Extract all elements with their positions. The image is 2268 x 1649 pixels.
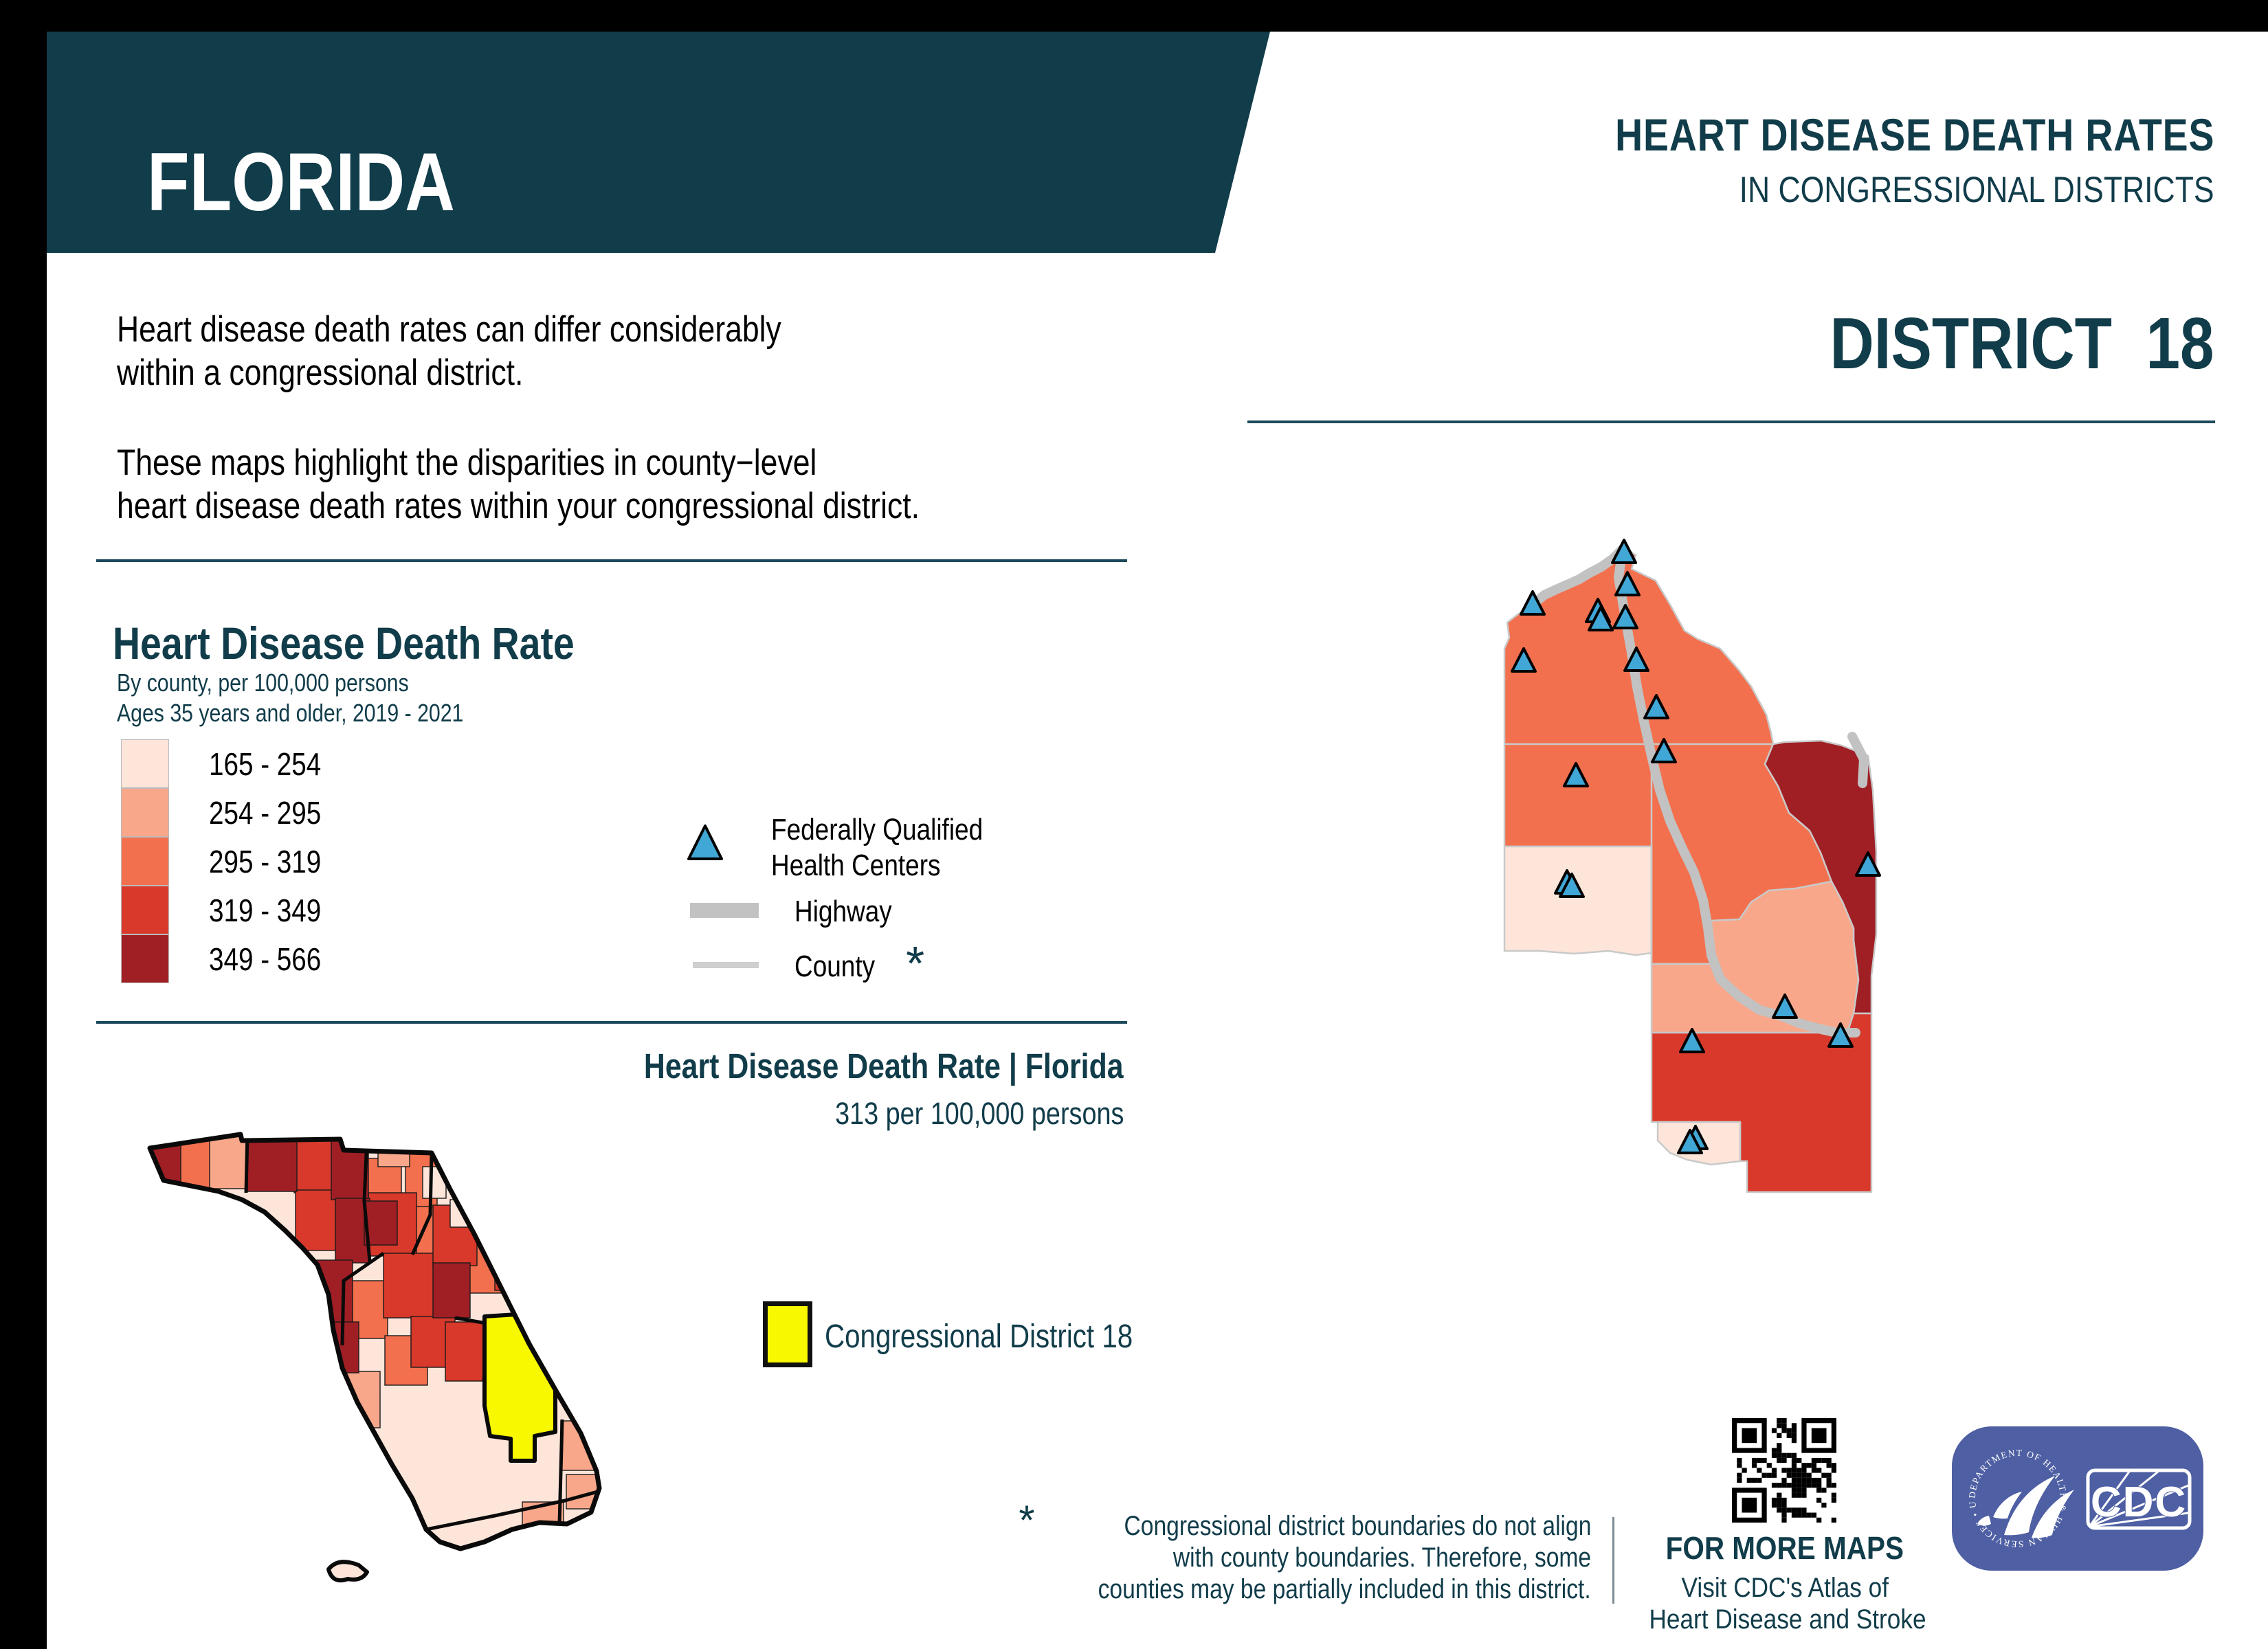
- legend-row: 254 - 295: [121, 788, 342, 837]
- divider-left-top: [96, 559, 1127, 562]
- legend-subtitle-1: By county, per 100,000 persons: [117, 669, 409, 697]
- state-map-heading-text: Heart Disease Death Rate | Florida: [644, 1046, 1124, 1086]
- more-maps-text: FOR MORE MAPS Visit CDC's Atlas of Heart…: [1630, 1529, 1939, 1635]
- legend-row: 349 - 566: [121, 934, 342, 983]
- qr-code: [1728, 1415, 1840, 1526]
- page-title-line2: IN CONGRESSIONAL DISTRICTS: [1739, 170, 2214, 210]
- legend-range-2: 254 - 295: [209, 794, 322, 831]
- footnote-line2: with county boundaries. Therefore, some: [1172, 1543, 1591, 1573]
- page-title: HEART DISEASE DEATH RATES IN CONGRESSION…: [1501, 109, 2214, 211]
- footnote: * Congressional district boundaries do no…: [1004, 1500, 1591, 1605]
- county-label-text: County: [794, 950, 876, 983]
- state-map-subheading-text: 313 per 100,000 persons: [834, 1096, 1124, 1131]
- hhs-eagle-icon: [1977, 1476, 2074, 1538]
- divider-right: [1247, 420, 2215, 423]
- district-legend-label-text: Congressional District 18: [825, 1319, 1133, 1355]
- district-legend-swatch: [763, 1301, 812, 1367]
- legend-swatch-3: [121, 837, 169, 886]
- intro-p1-l1: Heart disease death rates can differ con…: [117, 309, 781, 350]
- intro-text: Heart disease death rates can differ con…: [117, 308, 1073, 574]
- legend-row: 295 - 319: [121, 837, 342, 886]
- legend-swatch-5: [121, 934, 169, 983]
- top-black-bar: [0, 0, 2268, 32]
- florida-keys: [326, 1560, 369, 1583]
- florida-state-map: [147, 1132, 602, 1583]
- legend-range-5: 349 - 566: [209, 941, 322, 977]
- divider-left-bottom: [96, 1021, 1127, 1024]
- left-black-bar: [0, 0, 47, 1649]
- district-legend-label: Congressional District 18: [825, 1318, 1192, 1356]
- intro-p2-l2: heart disease death rates within your co…: [117, 486, 920, 526]
- footnote-line3: counties may be partially included in th…: [1098, 1574, 1591, 1604]
- footer-divider: [1612, 1517, 1614, 1604]
- more-maps-line3: Heart Disease and Stroke: [1649, 1604, 1926, 1635]
- fqhc-label-2: Health Centers: [771, 849, 941, 882]
- florida-outline: [147, 1132, 602, 1551]
- legend-swatch-2: [121, 788, 169, 837]
- highway-label-text: Highway: [794, 895, 892, 928]
- fqhc-triangle-icon: [687, 824, 723, 860]
- legend-subtitle-2: Ages 35 years and older, 2019 - 2021: [117, 699, 464, 727]
- district-county-165-254: [1503, 845, 1653, 956]
- page-title-line1: HEART DISEASE DEATH RATES: [1614, 109, 2214, 160]
- highway-line-icon: [690, 903, 759, 918]
- fqhc-label-1: Federally Qualified: [771, 813, 983, 846]
- legend-row: 319 - 349: [121, 886, 342, 934]
- highway-label: Highway: [794, 895, 911, 929]
- cdc-wordmark: CDC: [2091, 1479, 2187, 1526]
- state-map-heading: Heart Disease Death Rate | Florida 313 p…: [553, 1046, 1124, 1132]
- highway-coast-segment: [1528, 545, 1627, 609]
- footnote-asterisk: *: [1019, 1497, 1035, 1543]
- county-line-icon: [693, 962, 759, 968]
- legend-swatch-4: [121, 886, 169, 934]
- legend-row: 165 - 254: [121, 739, 342, 788]
- county-label: County: [794, 950, 890, 984]
- district-18-map: [1503, 539, 1881, 1193]
- highway-northeast-stub: [1847, 732, 1869, 788]
- footnote-line1: Congressional district boundaries do not…: [1124, 1511, 1591, 1541]
- more-maps-line2: Visit CDC's Atlas of: [1681, 1573, 1889, 1603]
- district-title-text: DISTRICT 18: [1830, 303, 2214, 384]
- fqhc-label: Federally Qualified Health Centers: [771, 812, 1023, 884]
- legend-range-4: 319 - 349: [209, 892, 322, 928]
- intro-p1-l2: within a congressional district.: [117, 352, 524, 393]
- state-banner: FLORIDA: [47, 32, 1270, 253]
- legend-swatch-1: [121, 739, 169, 788]
- legend-color-ramp: 165 - 254 254 - 295 295 - 319 319 - 349 …: [121, 739, 342, 983]
- fqhc-markers: [1511, 539, 1881, 1154]
- intro-paragraph-2: These maps highlight the disparities in …: [117, 441, 1073, 528]
- legend-title: Heart Disease Death Rate: [113, 617, 663, 669]
- district-title: DISTRICT 18: [1757, 302, 2214, 385]
- state-name-text: FLORIDA: [147, 136, 455, 228]
- legend-range-3: 295 - 319: [209, 843, 322, 879]
- intro-p2-l1: These maps highlight the disparities in …: [117, 442, 817, 483]
- cdc-box-icon: CDC: [2086, 1468, 2192, 1530]
- state-name: FLORIDA: [147, 135, 513, 229]
- more-maps-title: FOR MORE MAPS: [1665, 1530, 1904, 1566]
- legend-title-text: Heart Disease Death Rate: [113, 618, 575, 669]
- legend-subtitle: By county, per 100,000 persons Ages 35 y…: [117, 668, 529, 728]
- intro-paragraph-1: Heart disease death rates can differ con…: [117, 308, 1073, 394]
- county-asterisk: *: [906, 936, 925, 990]
- legend-range-1: 165 - 254: [209, 745, 322, 782]
- hhs-cdc-logo: DEPARTMENT OF HEALTH & HUMAN SERVICES • …: [1948, 1418, 2203, 1571]
